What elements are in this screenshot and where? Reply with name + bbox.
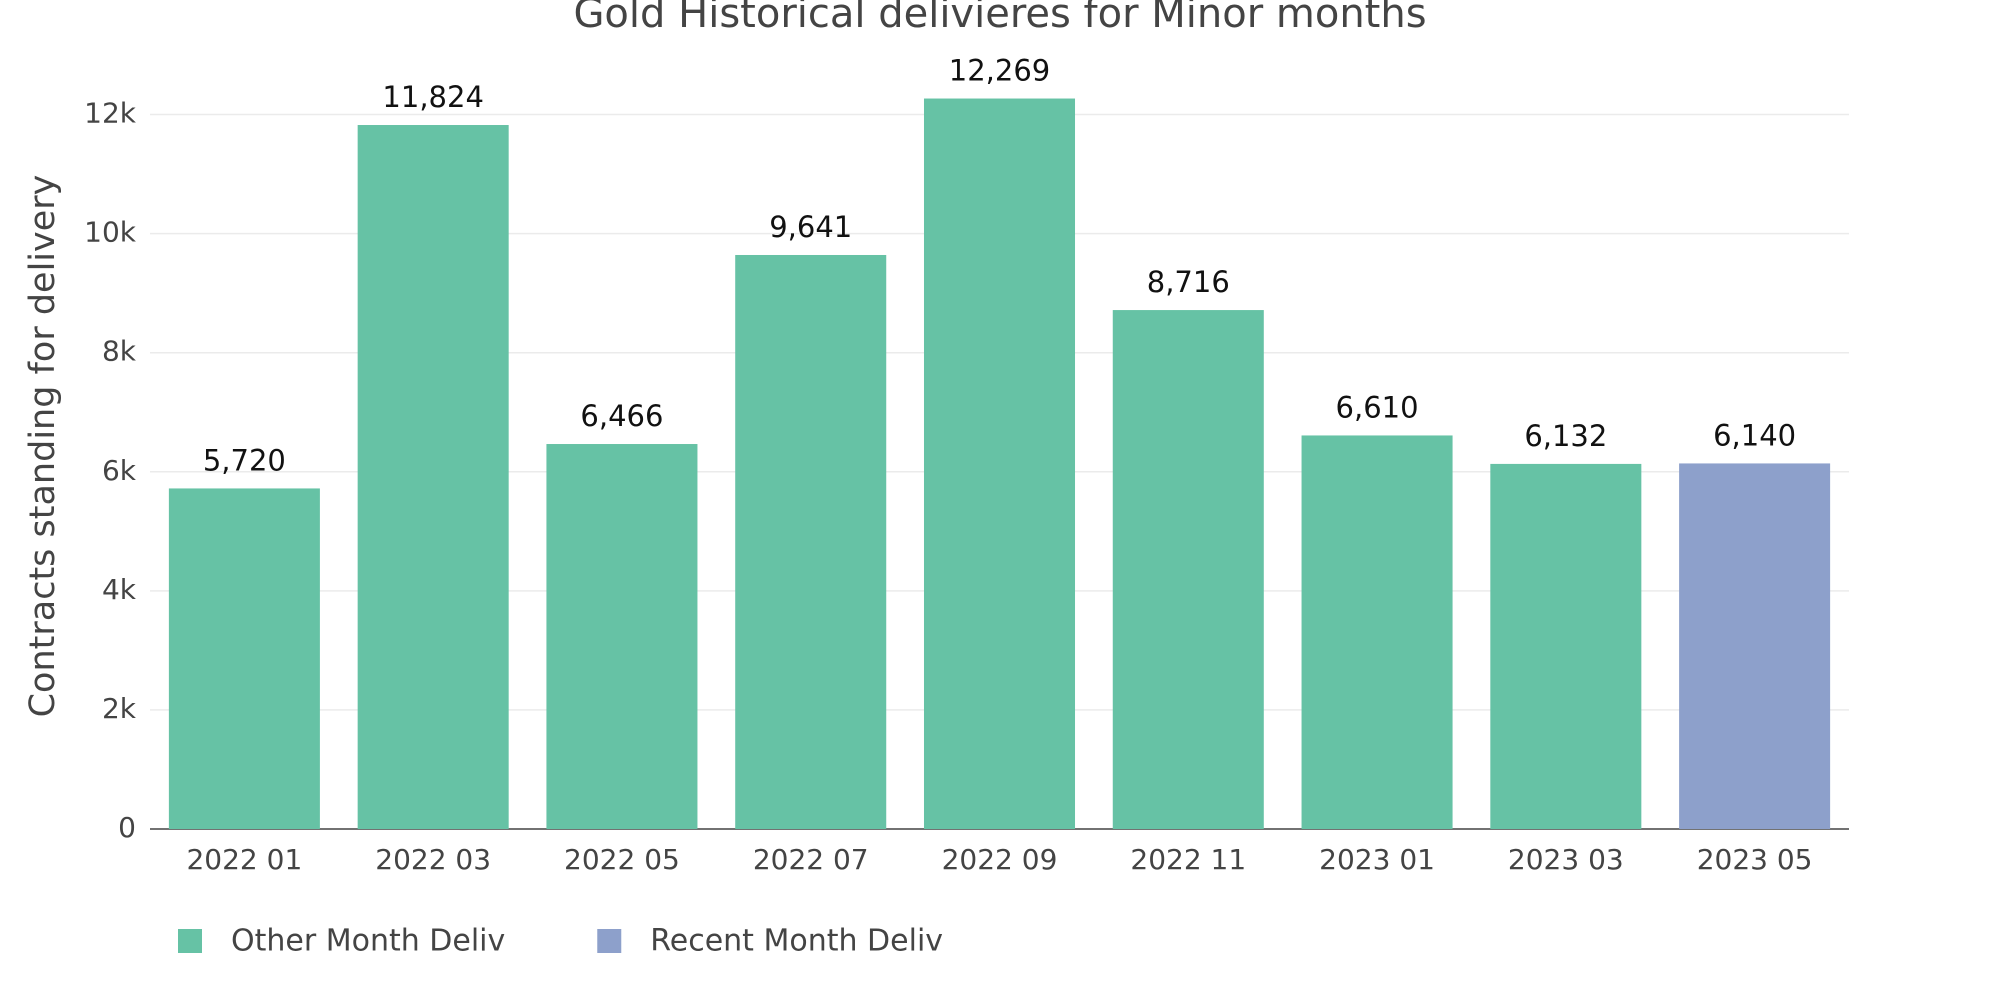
y-tick-label: 8k: [102, 335, 137, 368]
x-tick-label: 2022 03: [375, 843, 491, 876]
x-tick-label: 2023 05: [1697, 843, 1813, 876]
y-tick-label: 4k: [102, 573, 137, 606]
value-label: 11,824: [382, 80, 483, 114]
value-label: 6,610: [1336, 390, 1419, 424]
x-tick-label: 2022 11: [1130, 843, 1246, 876]
legend-label: Other Month Deliv: [231, 924, 505, 959]
legend-label: Recent Month Deliv: [650, 924, 943, 959]
y-tick-label: 6k: [102, 454, 137, 487]
value-label: 6,132: [1524, 419, 1607, 453]
y-tick-label: 0: [118, 811, 136, 844]
x-tick-label: 2023 01: [1319, 843, 1435, 876]
value-label: 6,140: [1713, 418, 1796, 452]
legend-swatch: [178, 929, 202, 953]
bar: [923, 98, 1076, 830]
x-tick-label: 2022 09: [942, 843, 1058, 876]
x-tick-label: 2022 07: [753, 843, 869, 876]
y-tick-label: 2k: [102, 692, 137, 725]
x-tick-label: 2023 03: [1508, 843, 1624, 876]
x-tick-label: 2022 05: [564, 843, 680, 876]
bar: [1490, 463, 1642, 829]
y-tick-label: 12k: [84, 97, 137, 130]
value-label: 9,641: [769, 210, 852, 244]
bar: [546, 444, 698, 829]
chart-title: Gold Historical delivieres for Minor mon…: [573, 0, 1426, 37]
value-label: 12,269: [949, 54, 1050, 88]
value-label: 5,720: [203, 443, 286, 477]
bar: [357, 125, 509, 830]
value-label: 6,466: [580, 399, 663, 433]
y-tick-label: 10k: [84, 216, 137, 249]
x-tick-label: 2022 01: [186, 843, 302, 876]
value-label: 8,716: [1147, 265, 1230, 299]
y-axis-label: Contracts standing for delivery: [23, 175, 63, 718]
bar: [735, 254, 887, 829]
bar: [168, 488, 320, 829]
bar: [1301, 435, 1453, 829]
legend-swatch: [597, 929, 622, 953]
bar: [1679, 463, 1831, 829]
bar: [1112, 310, 1264, 830]
